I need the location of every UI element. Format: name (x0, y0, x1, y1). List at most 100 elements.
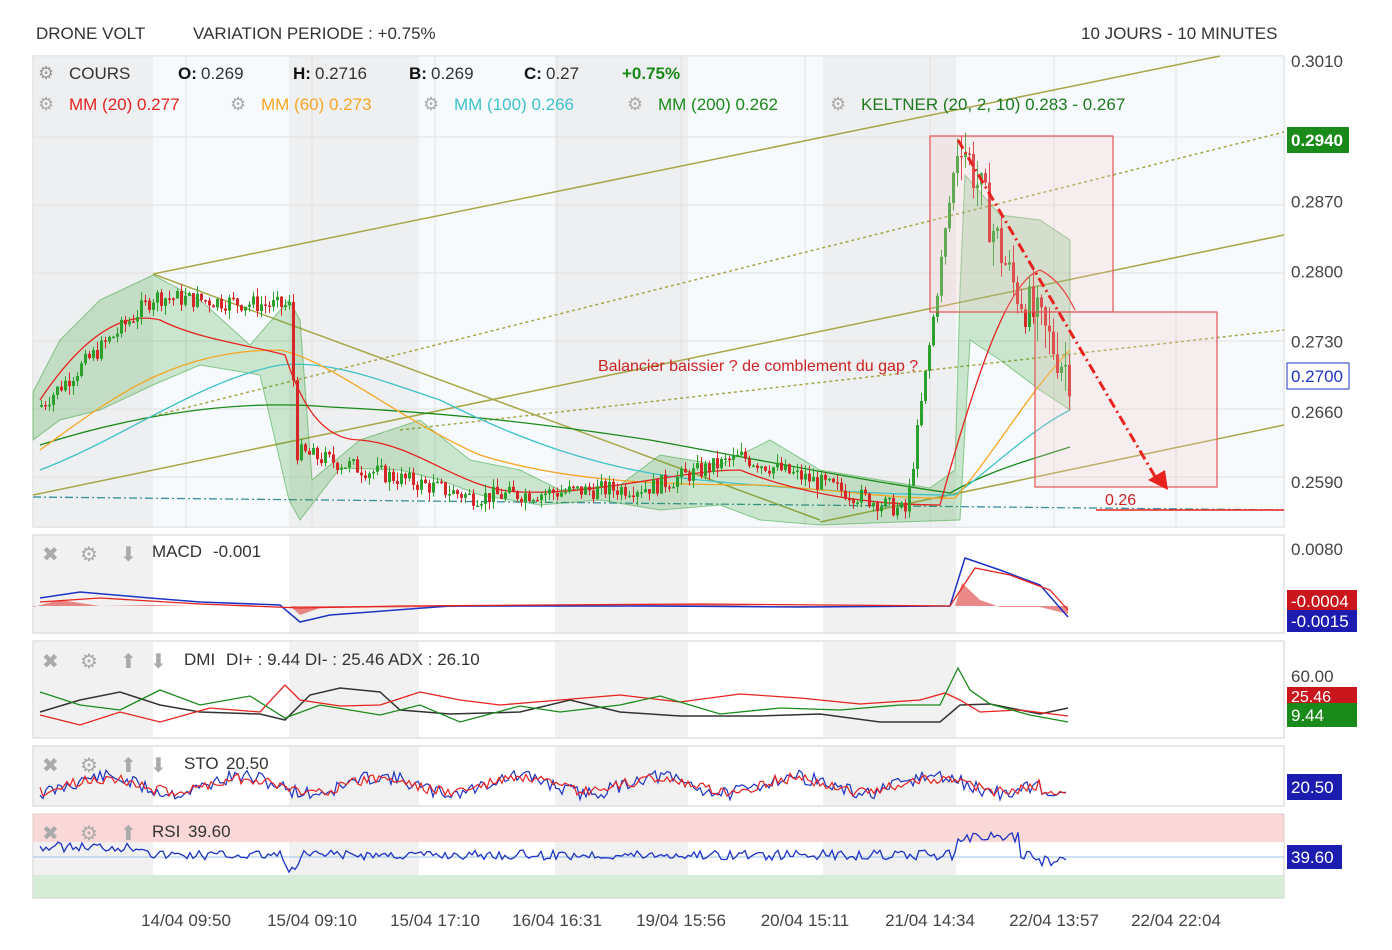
candle-body (964, 153, 967, 158)
candle-body (436, 481, 439, 484)
candle-body (740, 451, 743, 455)
candle-body (820, 474, 823, 490)
macd-badge-blue: -0.0015 (1291, 612, 1349, 631)
candle-body (904, 502, 907, 512)
candle-body (100, 340, 103, 359)
candle-body (992, 230, 995, 243)
candle-body (276, 296, 279, 301)
x-tick-label: 15/04 09:10 (267, 911, 357, 930)
candle-body (556, 493, 559, 497)
candle-body (656, 479, 659, 494)
candle-body (420, 479, 423, 490)
candle-body (908, 485, 911, 512)
candle-body (936, 295, 939, 317)
candle-body (464, 494, 467, 498)
candle-body (984, 173, 987, 183)
candle-body (1012, 262, 1015, 283)
rsi-badge: 39.60 (1291, 848, 1334, 867)
candle-body (636, 492, 639, 497)
candle-body (580, 486, 583, 495)
candle-body (536, 499, 539, 502)
candle-body (272, 300, 275, 307)
candle-body (232, 297, 235, 300)
candle-body (1008, 262, 1011, 265)
candle-body (972, 153, 975, 189)
candle-body (640, 492, 643, 494)
candle-body (744, 451, 747, 459)
candle-body (1052, 331, 1055, 355)
candle-body (1056, 354, 1059, 373)
candle-body (200, 293, 203, 301)
candle-body (220, 298, 223, 309)
candle-body (1000, 228, 1003, 264)
price-tick: 0.2800 (1291, 262, 1343, 281)
keltner-band (32, 173, 1071, 526)
di-plus-line (39, 666, 1069, 723)
candle-body (252, 296, 255, 305)
candle-body (148, 300, 151, 310)
candle-body (248, 304, 251, 307)
price-axis: 0.3010 0.2870 0.2800 0.2730 0.2660 0.2590 (1291, 52, 1343, 492)
candle-body (96, 350, 99, 359)
candle-body (340, 467, 343, 470)
sto-d-line (39, 771, 1067, 798)
candle-body (284, 305, 287, 307)
candle-body (764, 466, 767, 471)
candle-body (776, 462, 779, 468)
candle-body (292, 301, 295, 381)
svg-text:⚙: ⚙ (80, 823, 98, 845)
candle-body (188, 293, 191, 296)
candle-body (612, 481, 615, 491)
candle-body (444, 482, 447, 495)
candle-body (356, 459, 359, 473)
candle-body (944, 228, 947, 257)
candle-body (884, 498, 887, 507)
candle-body (212, 305, 215, 308)
candle-body (1068, 364, 1071, 397)
candle-body (828, 478, 831, 481)
candle-body (244, 306, 247, 311)
candle-body (364, 475, 367, 479)
candle-body (84, 353, 87, 364)
candle-body (600, 481, 603, 487)
candle-body (112, 336, 115, 339)
candle-body (316, 447, 319, 460)
price-tick: 0.2590 (1291, 473, 1343, 492)
candle-body (396, 480, 399, 485)
candle-body (804, 473, 807, 480)
candle-body (224, 308, 227, 311)
candle-body (1032, 286, 1035, 317)
candle-body (344, 467, 347, 470)
candle-body (800, 470, 803, 480)
candle-body (48, 404, 51, 407)
candle-body (172, 298, 175, 300)
candle-body (596, 486, 599, 499)
candle-body (368, 473, 371, 479)
candle-body (792, 471, 795, 474)
candle-body (488, 493, 491, 502)
svg-text:✖: ✖ (42, 823, 59, 845)
candle-body (948, 202, 951, 229)
candle-body (716, 458, 719, 469)
price-tick: 0.2870 (1291, 192, 1343, 211)
period-label[interactable]: 10 JOURS - 10 MINUTES (1081, 24, 1278, 43)
candle-body (428, 483, 431, 493)
candle-body (968, 153, 971, 155)
candle-body (68, 380, 71, 387)
candle-body (916, 425, 919, 469)
candle-body (496, 486, 499, 495)
candle-body (180, 291, 183, 305)
candle-body (168, 298, 171, 300)
candle-body (80, 363, 83, 376)
gear-icon: ⚙ (627, 94, 643, 114)
arrow-head-icon (1148, 470, 1168, 490)
candle-body (60, 386, 63, 391)
macd-label: MACD (152, 542, 202, 561)
candle-body (328, 451, 331, 455)
ma-legend-label: MM (200) 0.262 (658, 95, 778, 114)
candle-body (508, 486, 511, 493)
open-label: O: (178, 64, 197, 83)
candle-body (376, 465, 379, 472)
candle-body (912, 468, 915, 486)
